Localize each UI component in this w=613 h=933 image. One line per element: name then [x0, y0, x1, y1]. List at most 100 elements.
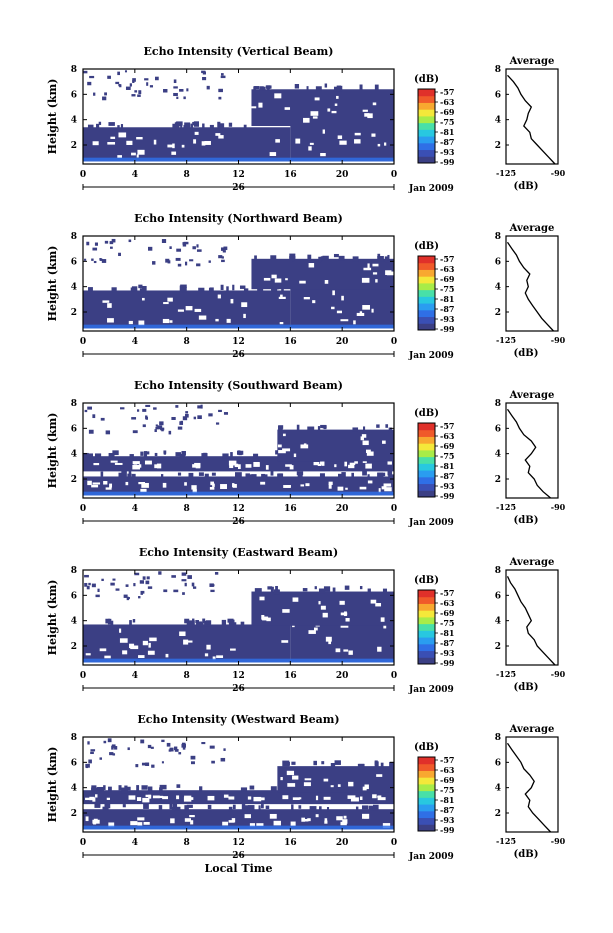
echo-layer	[251, 89, 394, 126]
echo-fringe	[352, 427, 359, 432]
echo-speckle	[214, 571, 219, 575]
echo-fringe	[205, 620, 212, 625]
colorbar-segment	[418, 276, 435, 284]
echo-fringe	[302, 588, 308, 592]
echo-speckle	[173, 79, 177, 84]
colorbar-tick-label: -75	[440, 117, 454, 127]
echo-gap	[348, 650, 353, 655]
echo-gap	[292, 597, 299, 602]
echo-speckle	[153, 407, 157, 410]
echo-gap	[353, 320, 356, 325]
x-tick-label: 0	[391, 671, 397, 681]
colorbar-segment	[418, 303, 435, 311]
echo-speckle	[176, 248, 182, 252]
echo-gap	[230, 298, 234, 304]
echo-gap	[377, 797, 386, 801]
echo-fringe	[267, 586, 273, 590]
colorbar-tick-label: -75	[440, 785, 454, 795]
average-title: Average	[509, 223, 555, 234]
echo-speckle	[208, 413, 213, 417]
echo-gap	[141, 482, 149, 488]
echo-gap	[232, 483, 237, 488]
echo-speckle	[145, 580, 150, 585]
echo-speckle	[186, 88, 189, 92]
echo-speckle	[109, 241, 114, 245]
echo-gap	[282, 609, 290, 613]
colorbar-tick-label: -69	[440, 107, 455, 117]
echo-speckle	[118, 252, 121, 257]
colorbar-segment	[418, 804, 435, 812]
x-tick-label: 0	[80, 170, 86, 180]
x-tick-label: 0	[80, 671, 86, 681]
colorbar-segment	[418, 763, 435, 771]
colorbar-segment	[418, 456, 435, 464]
echo-gap	[181, 144, 185, 148]
colorbar-tick-label: -75	[440, 451, 454, 461]
echo-speckle	[129, 83, 132, 87]
echo-fringe	[237, 450, 241, 455]
echo-speckle	[223, 412, 229, 415]
colorbar-frame	[417, 255, 436, 331]
echo-gap	[207, 795, 215, 801]
colorbar-frame	[417, 756, 436, 832]
echo-fringe	[388, 427, 392, 433]
echo-gap	[300, 444, 309, 449]
echo-fringe	[317, 426, 321, 432]
echo-gap	[85, 653, 91, 656]
echo-fringe	[374, 760, 378, 766]
echo-gap	[305, 483, 310, 487]
echo-fringe	[104, 803, 111, 809]
echo-gap	[320, 152, 326, 157]
average-profile-line	[506, 742, 552, 833]
echo-fringe	[338, 255, 345, 261]
colorbar-segment	[418, 443, 435, 451]
echo-gap	[198, 315, 207, 320]
echo-speckle	[138, 596, 141, 599]
echo-gap	[312, 300, 316, 304]
echo-fringe	[320, 424, 327, 429]
echo-speckle	[125, 86, 131, 90]
echo-speckle	[114, 746, 118, 750]
echo-fringe	[323, 586, 331, 592]
echo-fringe	[196, 622, 204, 627]
echo-gap	[85, 797, 92, 801]
echo-gap	[153, 139, 157, 145]
echo-fringe	[83, 452, 89, 458]
colorbar-segment	[418, 616, 435, 625]
y-axis-label: Height (km)	[46, 79, 59, 155]
echo-fringe	[174, 806, 181, 811]
echo-fringe	[275, 585, 278, 592]
echo-gap	[108, 822, 115, 828]
colorbar-segment	[418, 102, 435, 110]
average-title: Average	[509, 390, 555, 401]
echo-fringe	[111, 287, 117, 293]
echo-speckle	[115, 81, 120, 85]
echo-speckle	[157, 425, 163, 430]
echo-gap	[325, 636, 332, 642]
average-y-tick-label: 2	[495, 642, 501, 652]
echo-fringe	[380, 762, 384, 768]
echo-fringe	[270, 786, 277, 791]
echo-speckle	[158, 571, 162, 575]
average-x-tick-label: -125	[496, 168, 516, 178]
colorbar-segment	[418, 309, 435, 318]
echo-gap	[218, 135, 224, 139]
colorbar-segment	[418, 590, 435, 598]
echo-speckle	[177, 426, 183, 430]
x-tick-label: 12	[232, 504, 245, 514]
echo-fringe	[367, 474, 370, 480]
colorbar-segment	[418, 650, 435, 658]
echo-speckle	[84, 582, 88, 587]
colorbar-unit: (dB)	[414, 408, 439, 419]
average-x-label: (dB)	[514, 849, 539, 860]
echo-fringe	[361, 805, 369, 810]
echo-speckle	[161, 739, 165, 743]
echo-fringe	[141, 785, 148, 790]
echo-speckle	[149, 85, 154, 88]
echo-gap	[215, 318, 219, 322]
echo-fringe	[318, 256, 322, 263]
echo-speckle	[132, 78, 136, 82]
echo-gap	[133, 462, 138, 465]
colorbar-tick-label: -99	[440, 825, 455, 835]
echo-gap	[263, 277, 271, 281]
